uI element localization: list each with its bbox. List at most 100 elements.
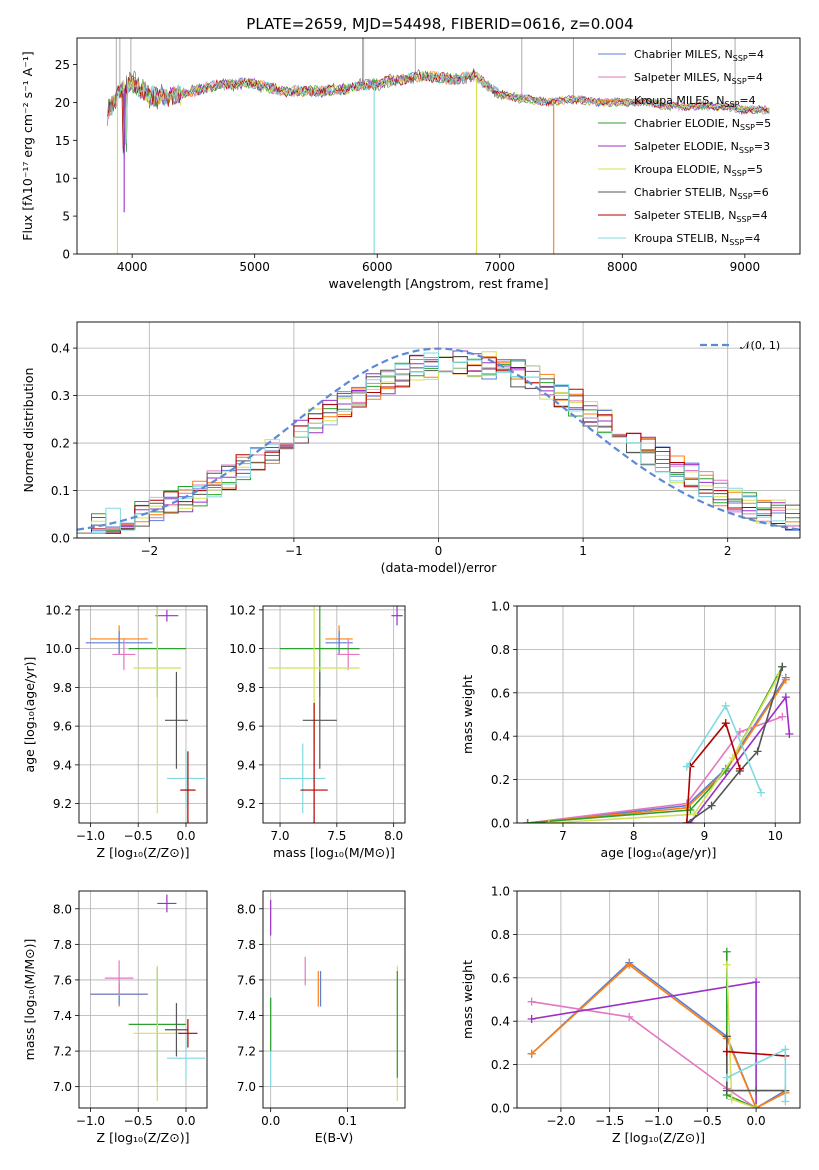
y-tick-label: 9.2 — [53, 797, 72, 811]
x-axis-label: Z [log₁₀(Z/Z⊙)] — [97, 845, 190, 860]
weight-point-marker — [735, 727, 744, 736]
legend-label-sub: SSP — [724, 100, 739, 109]
plot-area — [270, 899, 398, 1101]
legend-label-sub: SSP — [733, 54, 748, 63]
errorbar-point — [164, 671, 188, 769]
weight-point-marker — [781, 693, 790, 702]
legend-label: Kroupa ELODIE, NSSP=5 — [634, 163, 763, 178]
errorbar-point — [178, 1019, 198, 1048]
legend-label-tail: =4 — [744, 232, 760, 245]
legend-label-sub: SSP — [732, 169, 747, 178]
y-tick-label: 8.0 — [237, 902, 256, 916]
x-tick-label: −0.5 — [124, 1114, 153, 1128]
weight-point-marker — [722, 1047, 731, 1056]
legend-label-sub: SSP — [729, 238, 744, 247]
y-tick-label: 0.8 — [491, 928, 510, 942]
weight-point-marker — [722, 1032, 731, 1041]
x-tick-label: −1.0 — [76, 829, 105, 843]
x-tick-label: −2.0 — [546, 1114, 575, 1128]
legend-label: Kroupa STELIB, NSSP=4 — [634, 232, 760, 247]
legend-label-tail: =3 — [754, 140, 770, 153]
y-tick-label: 7.6 — [237, 973, 256, 987]
weight-point-marker — [722, 960, 731, 969]
y-tick-label: 25 — [55, 58, 70, 72]
weight-series-line — [686, 721, 741, 823]
y-tick-label: 0.4 — [491, 1015, 510, 1029]
x-tick-label: 0 — [435, 544, 443, 558]
errorbar-point — [164, 1003, 188, 1057]
y-tick-label: 7.8 — [237, 938, 256, 952]
legend-label-main: Chabrier MILES, N — [634, 48, 733, 61]
plot-area — [527, 947, 790, 1108]
x-tick-label: 9000 — [730, 260, 761, 274]
weight-point-marker — [778, 712, 787, 721]
legend-label: 𝒩(0, 1) — [740, 339, 780, 352]
y-axis-label: mass [log₁₀(M/M⊙)] — [22, 939, 37, 1061]
legend-label-tail: =6 — [753, 186, 769, 199]
errorbar-point — [133, 965, 182, 1101]
x-tick-label: 0.0 — [747, 1114, 766, 1128]
weight-point-marker — [752, 1104, 761, 1108]
y-tick-label: 1.0 — [491, 885, 510, 899]
x-axis-label: E(B-V) — [315, 1130, 354, 1145]
y-tick-label: 10 — [55, 172, 70, 186]
legend-label-sub: SSP — [740, 123, 755, 132]
y-tick-label: 9.6 — [53, 720, 72, 734]
y-tick-label: 7.2 — [237, 1045, 256, 1059]
y-tick-label: 7.0 — [53, 1080, 72, 1094]
axes-frame — [516, 890, 801, 1109]
weight-series-line — [548, 675, 780, 823]
weight-point-marker — [682, 819, 691, 823]
histogram-step-8 — [77, 352, 800, 534]
x-tick-label: 5000 — [239, 260, 270, 274]
weight-point-marker — [781, 1045, 790, 1054]
errorbar-point — [280, 743, 326, 814]
panel-weight-vs-Z: −2.0 −1.5 −1.0 −0.5 0.0 0.0 0.2 0.4 0.6 0.8 1.0 Z [… — [460, 885, 801, 1145]
errorbar-point — [166, 1036, 206, 1080]
errorbar-point — [300, 702, 328, 823]
weight-point-marker — [625, 1012, 634, 1021]
errorbar-point — [391, 606, 403, 626]
errorbar-point — [133, 606, 182, 814]
x-tick-label: 8.0 — [384, 829, 403, 843]
y-tick-label: 9.8 — [53, 681, 72, 695]
plot-area — [268, 606, 403, 823]
y-tick-label: 10.2 — [45, 603, 72, 617]
weight-point-marker — [753, 747, 762, 756]
legend-label: Salpeter ELODIE, NSSP=3 — [634, 140, 770, 155]
weight-point-marker — [757, 788, 766, 797]
x-tick-label: 6000 — [362, 260, 393, 274]
figure-title: PLATE=2659, MJD=54498, FIBERID=0616, z=0… — [246, 15, 633, 33]
weight-point-marker — [785, 730, 794, 739]
errorbar-point — [157, 894, 177, 913]
weight-point-marker — [527, 997, 536, 1006]
x-axis-label: mass [log₁₀(M/M⊙)] — [273, 845, 395, 860]
weight-point-marker — [721, 701, 730, 710]
legend-label-main: Salpeter ELODIE, N — [634, 140, 739, 153]
panel-mass-vs-Z: −1.0 −0.5 0.0 7.0 7.2 7.4 7.6 7.8 8.0 Z [log₁₀(Z/… — [22, 890, 208, 1145]
weight-series-line — [531, 1000, 757, 1108]
axes-frame — [78, 605, 208, 824]
x-tick-label: 7.5 — [327, 829, 346, 843]
plot-area — [523, 662, 794, 823]
x-tick-label: 4000 — [117, 260, 148, 274]
panel-mass-vs-EBV: 0.0 0.1 7.0 7.2 7.4 7.6 7.8 8.0 E(B-V) — [237, 890, 406, 1145]
legend-label-main: Salpeter STELIB, N — [634, 209, 736, 222]
panel-residuals: −2 −1 0 1 2 0.0 0.1 0.2 0.3 0.4 (data-model)/error… — [21, 321, 801, 575]
y-tick-label: 0.8 — [491, 643, 510, 657]
weight-point-marker — [735, 764, 744, 773]
x-axis-label: wavelength [Angstrom, rest frame] — [328, 276, 548, 291]
x-tick-label: −0.5 — [124, 829, 153, 843]
axes-frame — [76, 37, 801, 255]
legend-label-sub: SSP — [732, 77, 747, 86]
y-tick-label: 7.0 — [237, 1080, 256, 1094]
plot-area — [77, 347, 800, 534]
y-tick-label: 5 — [62, 210, 70, 224]
y-tick-label: 10.0 — [45, 642, 72, 656]
x-tick-label: −0.5 — [693, 1114, 722, 1128]
y-tick-label: 7.4 — [53, 1009, 72, 1023]
y-tick-label: 7.4 — [237, 1009, 256, 1023]
legend-label-main: Kroupa STELIB, N — [634, 232, 729, 245]
